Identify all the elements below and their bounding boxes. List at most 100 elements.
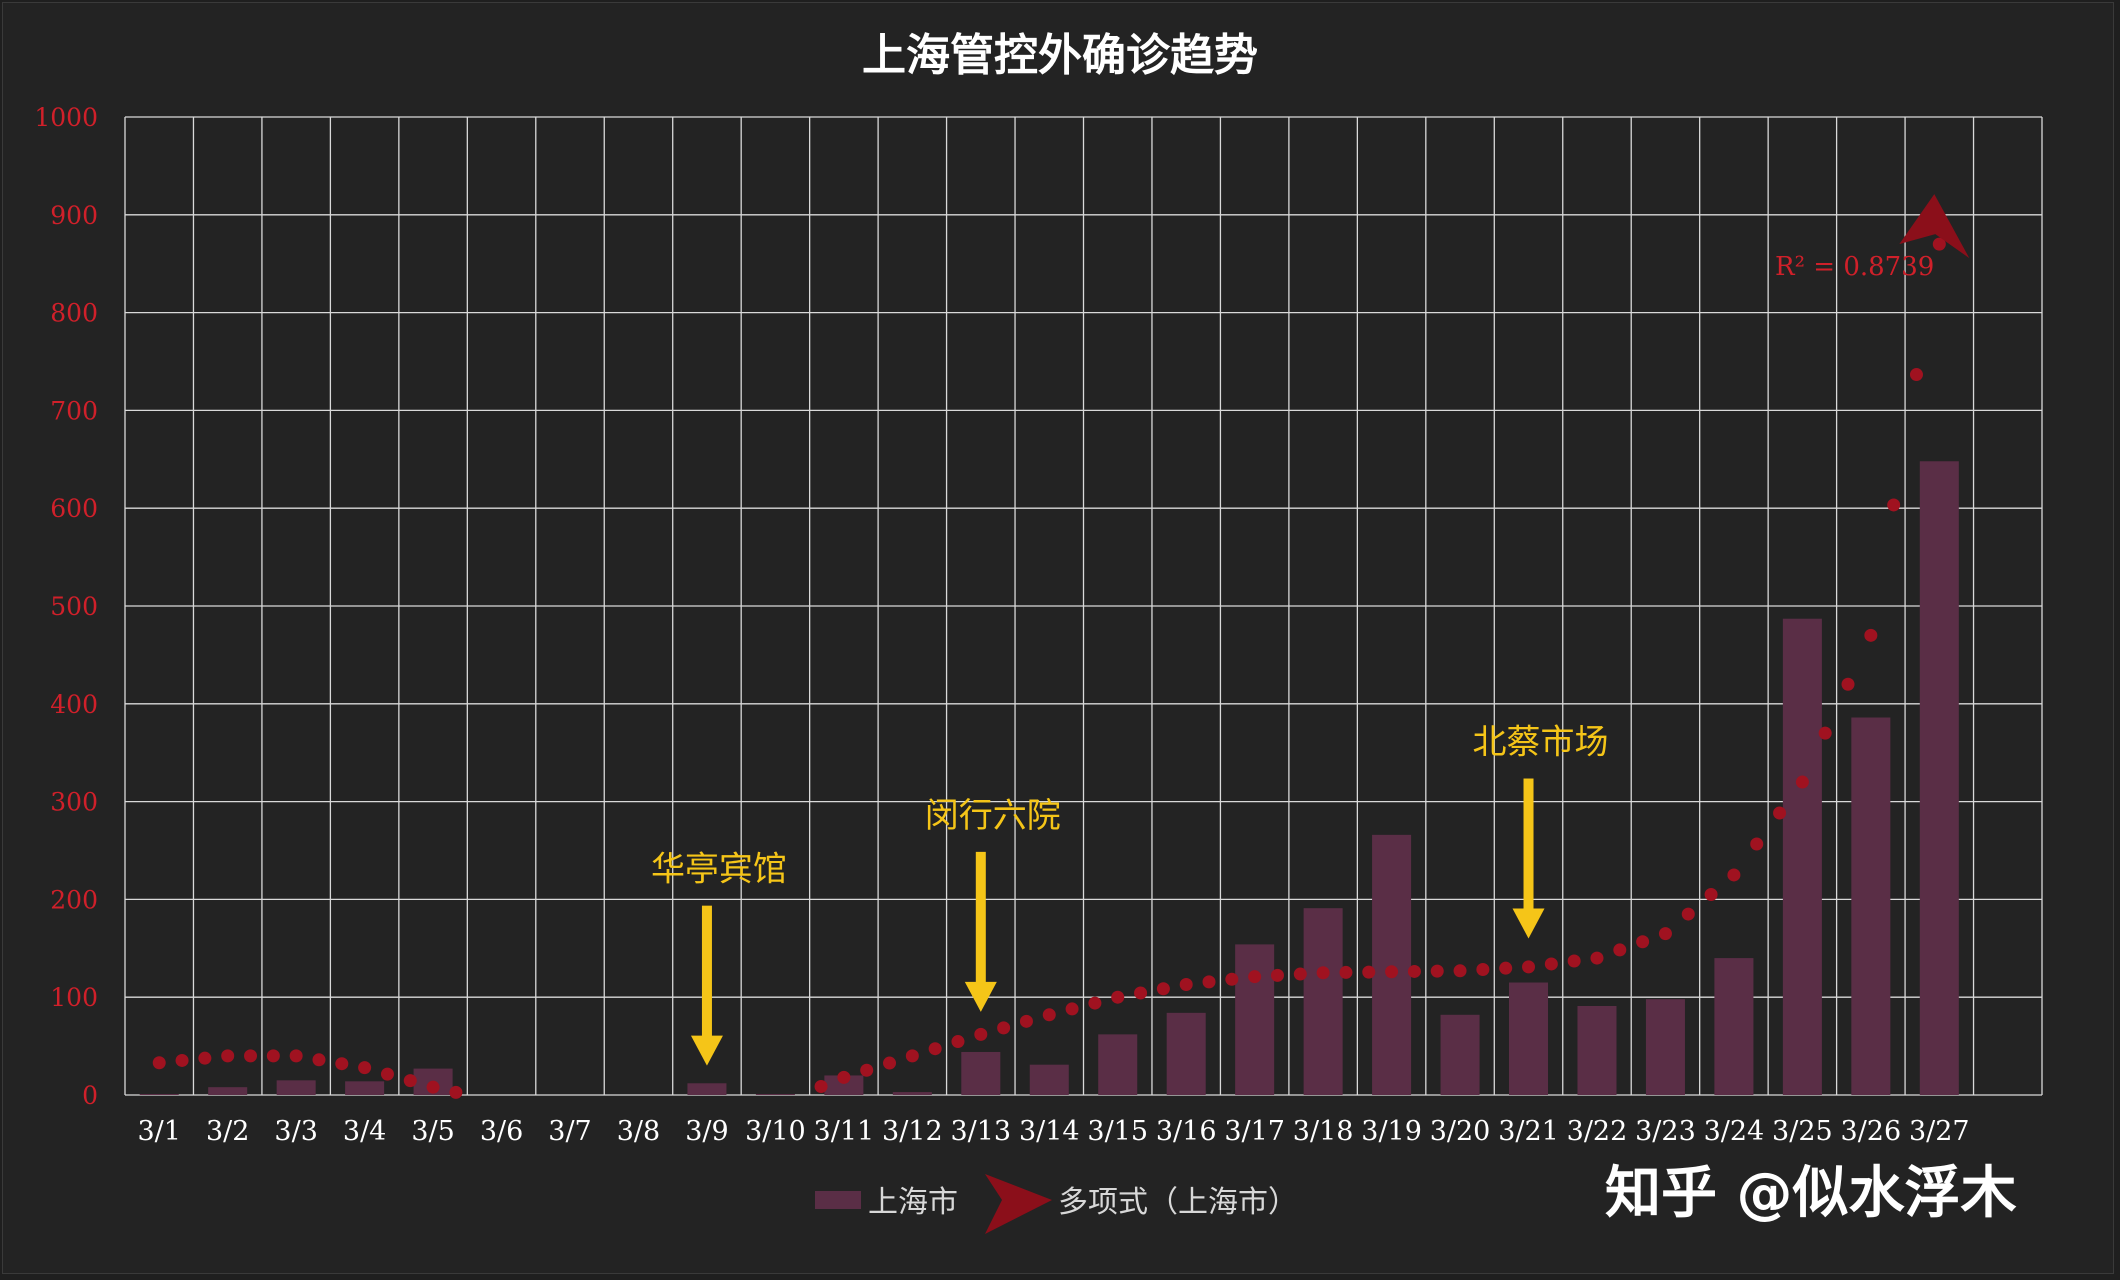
x-tick-label: 3/5 bbox=[411, 1116, 454, 1147]
trend-dot bbox=[1727, 868, 1741, 882]
x-tick-label: 3/9 bbox=[685, 1116, 728, 1147]
trend-dot bbox=[1932, 237, 1946, 251]
y-tick-label: 700 bbox=[50, 396, 98, 425]
trend-dot bbox=[1111, 990, 1125, 1004]
bar bbox=[824, 1075, 864, 1095]
trend-dot bbox=[175, 1053, 189, 1067]
bar bbox=[208, 1087, 248, 1095]
bar bbox=[1851, 717, 1891, 1095]
trend-dot bbox=[974, 1027, 988, 1041]
trend-dot bbox=[335, 1057, 349, 1071]
y-tick-label: 200 bbox=[50, 885, 98, 914]
bar bbox=[1440, 1014, 1480, 1095]
x-tick-label: 3/13 bbox=[950, 1116, 1011, 1147]
x-tick-label: 3/15 bbox=[1087, 1116, 1148, 1147]
x-tick-label: 3/12 bbox=[882, 1116, 943, 1147]
x-tick-label: 3/16 bbox=[1156, 1116, 1217, 1147]
x-tick-label: 3/1 bbox=[138, 1116, 181, 1147]
trendline-series bbox=[152, 194, 1970, 1099]
trend-dot bbox=[312, 1053, 326, 1067]
trend-dot bbox=[426, 1080, 440, 1094]
trend-dot bbox=[837, 1070, 851, 1084]
x-tick-label: 3/17 bbox=[1224, 1116, 1285, 1147]
bar bbox=[1919, 461, 1959, 1096]
trend-dot bbox=[1658, 927, 1672, 941]
x-tick-label: 3/3 bbox=[274, 1116, 317, 1147]
trend-dot bbox=[1704, 888, 1718, 902]
x-tick-label: 3/10 bbox=[745, 1116, 806, 1147]
trend-dot bbox=[1544, 957, 1558, 971]
trend-dot bbox=[1339, 965, 1353, 979]
annotation-label: 北蔡市场 bbox=[1473, 723, 1609, 763]
trend-dot bbox=[1407, 964, 1421, 978]
trend-dot bbox=[1430, 964, 1444, 978]
trend-dot bbox=[152, 1056, 166, 1070]
trend-dot bbox=[1499, 961, 1513, 975]
trend-dot bbox=[1567, 954, 1581, 968]
annotation-arrow-shaft bbox=[975, 851, 986, 987]
trend-dot bbox=[1818, 726, 1832, 740]
annotation-arrow-head bbox=[1512, 908, 1545, 939]
x-tick-label: 3/14 bbox=[1019, 1116, 1080, 1147]
trend-dot bbox=[1522, 960, 1536, 974]
legend-bar-swatch bbox=[815, 1191, 861, 1209]
bar bbox=[139, 1094, 179, 1095]
trend-dot bbox=[1773, 806, 1787, 820]
bar bbox=[687, 1083, 727, 1095]
trend-dot bbox=[1134, 986, 1148, 1000]
trend-dot bbox=[1887, 498, 1901, 512]
legend-trend-label: 多项式（上海市） bbox=[1058, 1185, 1298, 1220]
x-tick-label: 3/20 bbox=[1430, 1116, 1491, 1147]
bar bbox=[1577, 1006, 1617, 1095]
x-tick-label: 3/21 bbox=[1498, 1116, 1559, 1147]
annotation-arrow-head bbox=[964, 981, 997, 1012]
bar bbox=[1235, 944, 1275, 1095]
bar bbox=[276, 1080, 316, 1095]
trend-dot bbox=[1293, 967, 1307, 981]
bar bbox=[345, 1081, 385, 1095]
bar bbox=[1645, 999, 1685, 1095]
y-tick-label: 600 bbox=[50, 494, 98, 523]
x-tick-label: 3/25 bbox=[1772, 1116, 1833, 1147]
annotation-arrow-head bbox=[690, 1035, 723, 1066]
trend-dot bbox=[1316, 966, 1330, 980]
trend-dot bbox=[997, 1021, 1011, 1035]
x-tick-label: 3/7 bbox=[548, 1116, 591, 1147]
trend-dot bbox=[1795, 775, 1809, 789]
trend-dot bbox=[1225, 972, 1239, 986]
trend-dot bbox=[951, 1035, 965, 1049]
legend: 上海市 多项式（上海市） bbox=[815, 1174, 1298, 1234]
y-tick-label: 0 bbox=[82, 1081, 98, 1110]
annotation-arrow-shaft bbox=[1523, 778, 1534, 914]
y-axis-ticks: 0 100 200 300 400 500 600 700 800 900 1000 bbox=[34, 103, 98, 1110]
x-tick-label: 3/19 bbox=[1361, 1116, 1422, 1147]
bar bbox=[1714, 958, 1754, 1095]
x-tick-label: 3/6 bbox=[480, 1116, 523, 1147]
gridlines bbox=[124, 116, 2043, 1096]
bar bbox=[1029, 1064, 1069, 1095]
x-tick-label: 3/27 bbox=[1909, 1116, 1970, 1147]
trend-dot bbox=[1202, 975, 1216, 989]
chart-title: 上海管控外确诊趋势 bbox=[862, 30, 1258, 81]
bar bbox=[961, 1051, 1001, 1095]
trend-dot bbox=[1590, 951, 1604, 965]
annotation-arrow-shaft bbox=[701, 905, 712, 1041]
y-tick-label: 300 bbox=[50, 788, 98, 817]
bar bbox=[1509, 982, 1549, 1095]
trend-dot bbox=[1909, 368, 1923, 382]
trend-dot bbox=[1088, 996, 1102, 1010]
trend-dot bbox=[1065, 1002, 1079, 1016]
x-tick-label: 3/2 bbox=[206, 1116, 249, 1147]
x-tick-label: 3/24 bbox=[1704, 1116, 1765, 1147]
annotations: 华亭宾馆 闵行六院 北蔡市场 bbox=[651, 723, 1609, 1066]
trend-dot bbox=[1270, 968, 1284, 982]
bar bbox=[1166, 1012, 1206, 1095]
trend-dot bbox=[883, 1056, 897, 1070]
trend-dot bbox=[1453, 964, 1467, 978]
trend-dot bbox=[1248, 970, 1262, 984]
x-axis-ticks: 3/1 3/2 3/3 3/4 3/5 3/6 3/7 3/8 3/9 3/10 3/11 3/12 3… bbox=[138, 1116, 1970, 1147]
y-tick-label: 1000 bbox=[34, 103, 98, 132]
trend-dot bbox=[814, 1080, 828, 1094]
trend-dot bbox=[198, 1051, 212, 1065]
